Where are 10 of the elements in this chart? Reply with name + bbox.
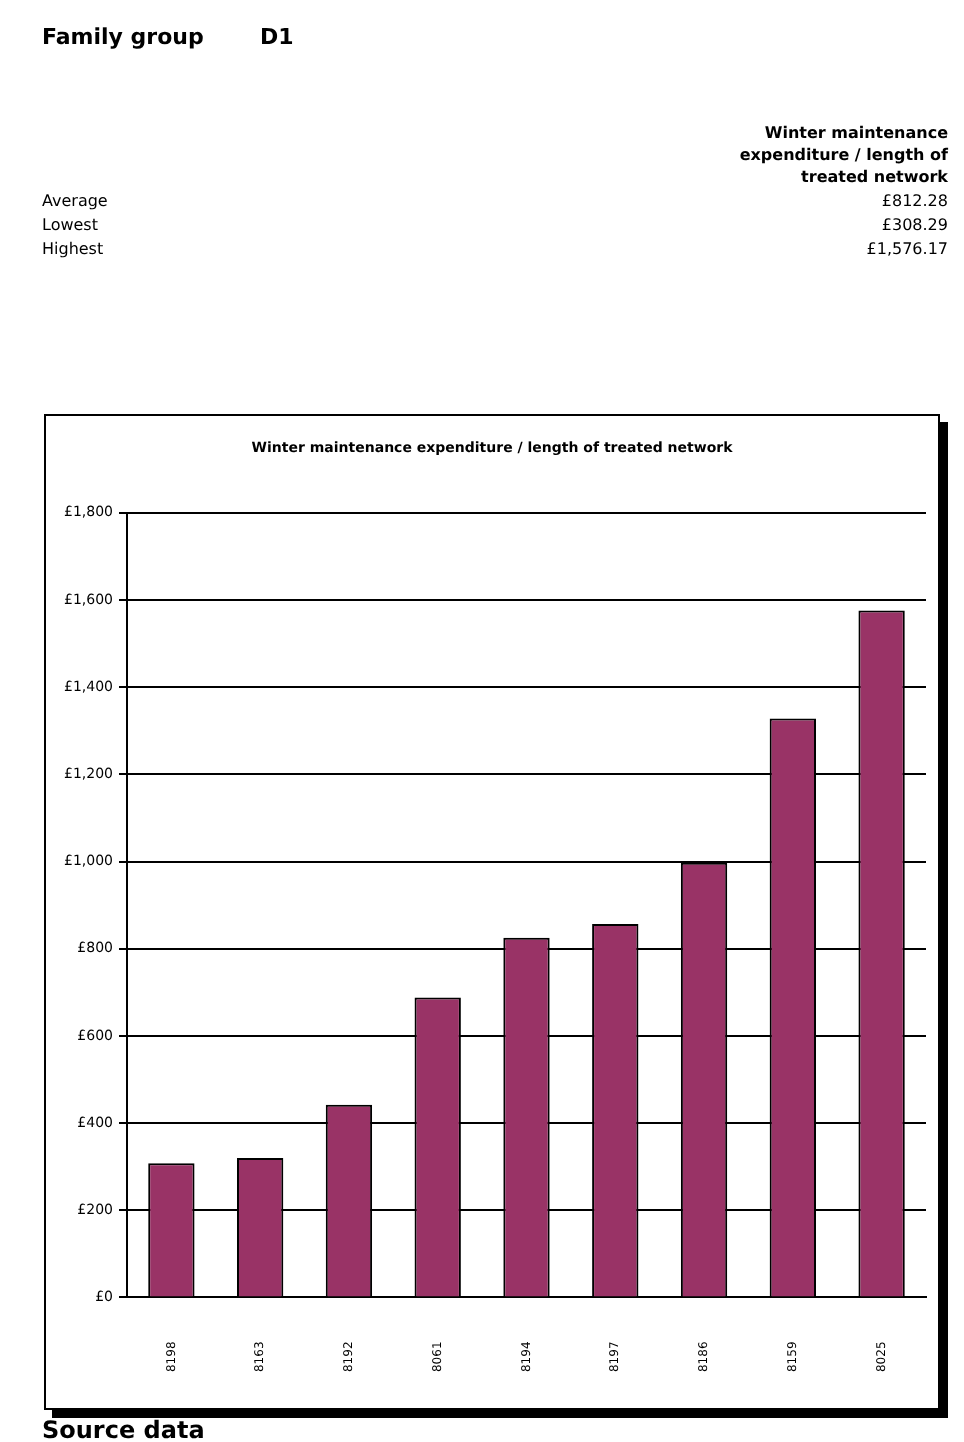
source-note: Source data [42, 1416, 205, 1442]
text: Lowest [42, 216, 98, 234]
text: Highest [42, 240, 104, 258]
text: D1 [260, 24, 294, 50]
text: £308.29 [881, 216, 948, 234]
text: Average [42, 192, 108, 210]
text: Winter maintenance expenditure / length of treated network [737, 122, 948, 188]
text: £1,576.17 [866, 240, 948, 258]
text: £812.28 [881, 192, 948, 210]
text: Family group [42, 24, 204, 50]
